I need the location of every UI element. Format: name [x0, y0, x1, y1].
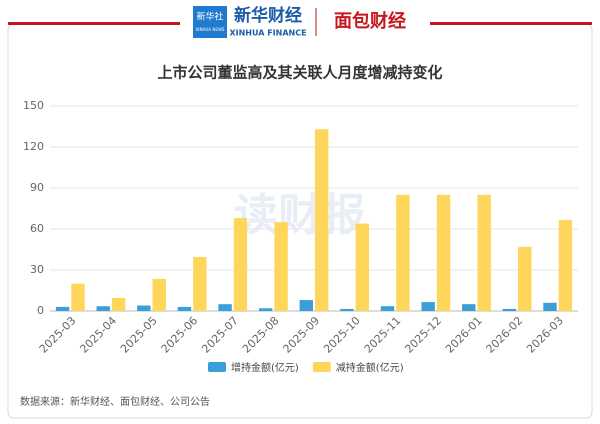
bar	[477, 194, 491, 311]
badge-sub: XINHUA NEWS	[196, 27, 225, 32]
partner: 面包财经	[334, 10, 406, 32]
bar	[315, 129, 329, 311]
bar	[340, 308, 354, 311]
bar	[502, 308, 517, 311]
bar	[258, 308, 273, 311]
bar	[71, 283, 85, 311]
y-tick-label: 30	[30, 263, 44, 276]
brand-sub: XINHUA FINANCE	[229, 29, 306, 38]
legend-label: 增持金额(亿元)	[231, 361, 299, 374]
bar	[55, 306, 70, 311]
badge-bg	[193, 6, 227, 38]
legend-swatch	[208, 362, 226, 372]
bar	[355, 223, 370, 311]
bar	[193, 257, 207, 311]
bar	[111, 298, 126, 311]
source: 数据来源：新华财经、面包财经、公司公告	[20, 395, 210, 408]
chart-title: 上市公司董监高及其关联人月度增减持变化	[157, 64, 442, 82]
bar	[233, 218, 248, 311]
watermark: 读财报	[234, 190, 366, 241]
bar	[558, 220, 573, 311]
bar	[518, 246, 532, 311]
y-tick-label: 90	[30, 181, 44, 194]
bar	[299, 300, 313, 311]
bar	[543, 302, 557, 311]
bar	[380, 306, 395, 311]
bar	[218, 304, 232, 311]
legend-swatch	[312, 362, 331, 372]
bar	[421, 302, 435, 311]
legend-label: 减持金额(亿元)	[336, 361, 404, 374]
y-tick-label: 60	[30, 222, 44, 235]
bar	[96, 306, 110, 311]
y-tick-label: 120	[23, 140, 44, 153]
brand: 新华财经	[234, 5, 302, 25]
bar	[436, 194, 451, 311]
bar	[152, 278, 166, 311]
bar	[396, 194, 410, 311]
bar	[274, 222, 288, 311]
y-tick-label: 0	[37, 304, 44, 317]
y-tick-label: 150	[23, 99, 44, 112]
badge: 新华社	[196, 11, 223, 23]
bar	[137, 305, 151, 311]
bar	[462, 304, 476, 311]
bar	[177, 306, 192, 311]
